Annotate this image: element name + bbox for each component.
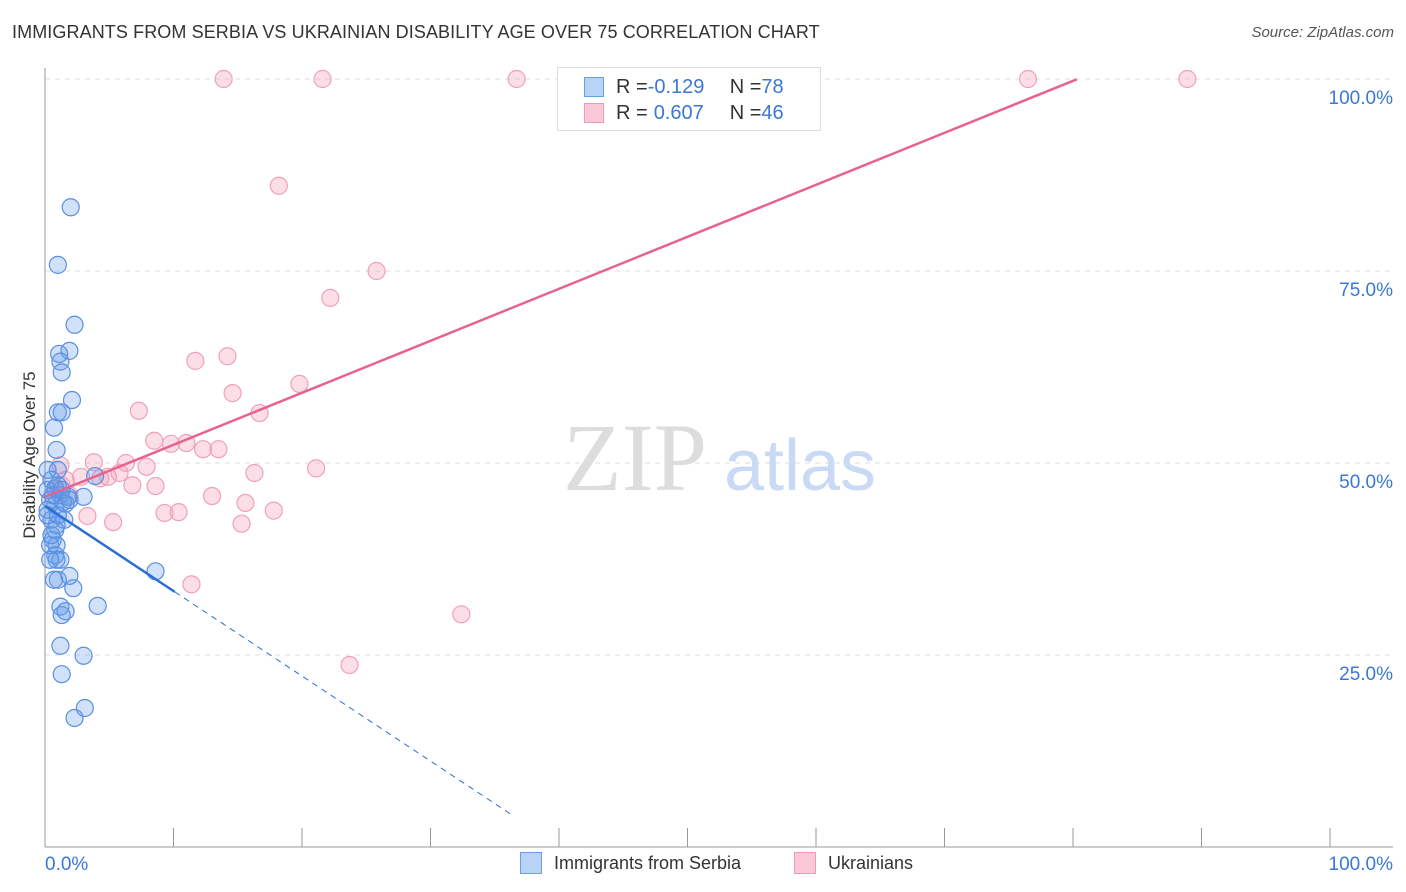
serbia-point [48, 403, 67, 422]
serbia-point [50, 344, 69, 364]
serbia-point [64, 579, 83, 598]
ukrainians-point [146, 476, 165, 496]
ukrainians-point [245, 463, 264, 483]
legend-swatch-pink [584, 103, 604, 123]
legend-swatch-blue [584, 77, 604, 97]
serbia-point [41, 550, 60, 569]
ukrainians-trend-line [44, 78, 1078, 498]
ukrainians-point [452, 605, 471, 624]
ukrainians-point [264, 501, 283, 520]
ukrainians-point [137, 457, 156, 476]
serbia-point [88, 596, 107, 615]
ukrainians-point [313, 69, 332, 89]
ukrainians-point [104, 513, 123, 532]
y-axis-label: Disability Age Over 75 [20, 371, 39, 539]
ukrainians-point [78, 506, 97, 526]
y-tick-label: 25.0% [1339, 664, 1393, 685]
watermark-atlas: atlas [724, 426, 876, 506]
serbia-point [65, 708, 84, 728]
ukrainians-point [169, 503, 188, 522]
serbia-point [46, 520, 65, 539]
ukrainians-point [321, 288, 340, 307]
x-tick-label: 100.0% [1329, 854, 1394, 875]
serbia-point [52, 403, 71, 422]
y-tick-label: 75.0% [1339, 280, 1393, 301]
source-label: Source: ZipAtlas.com [1251, 24, 1394, 41]
bottom-legend-ukrainians: Ukrainians [794, 852, 913, 874]
serbia-point [51, 636, 70, 655]
legend-r-value: -0.129 [647, 75, 705, 98]
legend-row-ukrainians: R = 0.607 N = 46 [584, 100, 784, 126]
legend-swatch-pink [794, 852, 816, 874]
ukrainians-point [214, 69, 233, 89]
serbia-trend-extension [174, 591, 511, 815]
ukrainians-point [193, 440, 213, 459]
legend-r-label: R = [616, 101, 648, 124]
y-tick-label: 50.0% [1339, 472, 1393, 493]
ukrainians-point [232, 514, 251, 533]
serbia-point [56, 602, 75, 621]
ukrainians-point [307, 459, 326, 478]
serbia-point [61, 198, 80, 217]
ukrainians-point [269, 176, 288, 195]
serbia-point [65, 315, 84, 334]
ukrainians-point [218, 347, 237, 366]
legend-label: Immigrants from Serbia [554, 852, 742, 873]
legend: R = -0.129 N = 78 R = 0.607 N = 46 [557, 67, 821, 131]
ukrainians-point [1018, 69, 1038, 89]
ukrainians-point [507, 69, 526, 89]
legend-swatch-blue [520, 852, 542, 874]
serbia-point [51, 550, 70, 569]
serbia-point [52, 363, 71, 382]
chart-title: IMMIGRANTS FROM SERBIA VS UKRAINIAN DISA… [12, 22, 820, 42]
ukrainians-point [123, 476, 142, 495]
ukrainians-point [182, 575, 201, 594]
serbia-point [47, 440, 66, 460]
ukrainians-point [155, 503, 174, 523]
ukrainians-point [1178, 69, 1197, 89]
serbia-point [48, 255, 67, 274]
y-tick-label: 100.0% [1329, 88, 1394, 109]
bottom-legend-serbia: Immigrants from Serbia [520, 852, 741, 874]
ukrainians-point [223, 384, 242, 403]
serbia-point [47, 550, 66, 569]
ukrainians-point [367, 261, 386, 281]
ukrainians-point [340, 655, 359, 675]
ukrainians-point [186, 351, 205, 370]
ukrainians-point [290, 374, 309, 393]
serbia-point [38, 460, 57, 480]
serbia-point [146, 562, 165, 581]
ukrainians-point [236, 493, 255, 513]
serbia-point [44, 570, 64, 589]
ukrainians-point [145, 431, 164, 450]
legend-r-value: 0.607 [653, 101, 704, 124]
watermark-zip: ZIP [563, 404, 707, 511]
ukrainians-point [202, 486, 222, 506]
serbia-point [48, 460, 67, 480]
legend-row-serbia: R = -0.129 N = 78 [584, 74, 784, 100]
serbia-point [74, 646, 93, 665]
serbia-trend-line [44, 504, 176, 593]
ukrainians-point [84, 453, 103, 472]
legend-label: Ukrainians [828, 852, 914, 873]
serbia-point [44, 418, 64, 437]
legend-n-value: 78 [761, 75, 784, 98]
serbia-point [60, 490, 79, 509]
legend-n-label: N = [729, 101, 762, 124]
serbia-point [74, 487, 93, 506]
legend-n-value: 46 [761, 101, 784, 124]
serbia-point [52, 665, 71, 684]
ukrainians-point [129, 401, 148, 420]
ukrainians-point [209, 440, 228, 459]
legend-n-label: N = [729, 75, 762, 98]
serbia-point [62, 390, 82, 410]
x-tick-label: 0.0% [45, 854, 88, 875]
serbia-point [48, 570, 67, 589]
legend-r-label: R = [616, 75, 648, 98]
